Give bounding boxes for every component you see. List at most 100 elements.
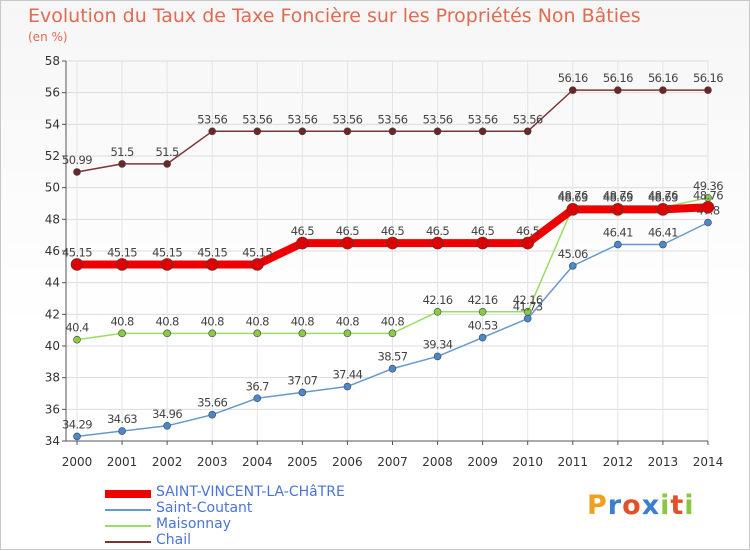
data-point-saint-coutant: [118, 427, 126, 435]
data-point-saint-vincent-la-ch-tre: [205, 258, 219, 271]
data-label-maisonnay: 48.76: [603, 188, 633, 202]
data-label-saint-vincent-la-ch-tre: 48.63: [648, 190, 678, 204]
x-tick-label: 2014: [693, 455, 724, 469]
data-point-saint-coutant: [704, 218, 712, 227]
data-point-saint-coutant: [163, 421, 171, 430]
data-label-saint-vincent-la-ch-tre: 48.63: [558, 190, 588, 204]
legend-label: SAINT-VINCENT-LA-CHâTRE: [156, 484, 345, 500]
data-label-maisonnay: 40.4: [65, 321, 88, 335]
data-label-saint-vincent-la-ch-tre: 45.15: [242, 245, 272, 259]
data-point-saint-coutant: [253, 394, 262, 403]
data-point-chail: [568, 86, 577, 94]
x-tick-label: 2002: [152, 455, 183, 469]
data-label-saint-coutant: 36.7: [246, 379, 269, 393]
data-label-chail: 53.56: [197, 112, 227, 126]
data-point-maisonnay: [208, 329, 217, 338]
data-point-saint-coutant: [73, 432, 81, 441]
data-label-maisonnay: 40.8: [201, 314, 224, 328]
data-label-saint-coutant: 38.57: [378, 350, 408, 364]
brand-letter: x: [641, 490, 661, 521]
y-tick-label: 44: [45, 276, 60, 290]
data-label-saint-coutant: 40.53: [468, 319, 498, 333]
data-point-saint-vincent-la-ch-tre: [341, 236, 354, 250]
data-label-saint-vincent-la-ch-tre: 46.5: [291, 224, 314, 238]
data-point-saint-vincent-la-ch-tre: [115, 258, 129, 271]
x-tick-label: 2000: [62, 455, 93, 469]
data-label-saint-vincent-la-ch-tre: 45.15: [197, 245, 227, 259]
data-point-chail: [614, 86, 622, 94]
data-point-chail: [163, 160, 171, 168]
y-tick-label: 34: [45, 434, 60, 448]
y-tick-label: 38: [45, 371, 60, 385]
data-point-chail: [208, 127, 217, 136]
data-label-saint-vincent-la-ch-tre: 48.76: [693, 188, 723, 202]
x-tick-label: 2003: [197, 455, 228, 469]
x-tick-label: 2005: [287, 455, 318, 469]
data-point-maisonnay: [163, 329, 171, 338]
data-point-maisonnay: [343, 329, 352, 338]
data-point-chail: [118, 160, 126, 168]
data-label-maisonnay: 42.16: [468, 293, 498, 307]
legend-swatch: [105, 509, 151, 511]
data-label-saint-coutant: 37.44: [332, 368, 362, 382]
data-label-saint-vincent-la-ch-tre: 46.5: [426, 224, 449, 238]
data-label-saint-vincent-la-ch-tre: 45.15: [62, 245, 92, 259]
data-point-maisonnay: [478, 307, 487, 316]
data-label-saint-coutant: 34.96: [152, 407, 182, 421]
data-label-maisonnay: 40.8: [110, 314, 133, 328]
data-label-chail: 56.16: [648, 71, 678, 85]
data-label-saint-coutant: 34.63: [107, 412, 137, 426]
data-point-saint-coutant: [568, 262, 577, 270]
data-point-saint-coutant: [523, 314, 532, 323]
legend-swatch: [105, 525, 151, 527]
y-tick-label: 54: [45, 117, 60, 131]
brand-letter: r: [607, 490, 623, 521]
data-point-chail: [253, 127, 262, 136]
data-point-saint-vincent-la-ch-tre: [566, 203, 580, 216]
x-tick-label: 2011: [557, 455, 588, 469]
data-point-chail: [73, 168, 81, 176]
data-point-saint-coutant: [614, 240, 622, 249]
data-label-chail: 51.5: [156, 145, 179, 159]
data-point-saint-coutant: [298, 388, 307, 397]
data-point-chail: [298, 127, 307, 136]
x-tick-label: 2007: [377, 455, 408, 469]
data-label-saint-coutant: 35.66: [197, 396, 227, 410]
x-tick-label: 2004: [242, 455, 273, 469]
data-point-saint-vincent-la-ch-tre: [611, 203, 625, 216]
data-point-saint-vincent-la-ch-tre: [386, 236, 399, 250]
data-label-chail: 53.56: [423, 112, 453, 126]
y-tick-label: 48: [45, 212, 60, 226]
data-label-saint-coutant: 37.07: [287, 373, 317, 387]
data-point-saint-vincent-la-ch-tre: [296, 236, 309, 250]
x-tick-label: 2009: [467, 455, 498, 469]
legend-label: Chail: [156, 532, 192, 548]
y-tick-label: 42: [45, 307, 60, 321]
data-label-maisonnay: 42.16: [513, 293, 543, 307]
data-point-saint-vincent-la-ch-tre: [431, 236, 444, 250]
data-label-saint-coutant: 46.41: [648, 226, 678, 240]
data-label-saint-coutant: 39.34: [423, 337, 453, 351]
data-label-chail: 56.16: [693, 71, 723, 85]
unit-label: (en %): [28, 30, 68, 44]
data-label-chail: 53.56: [513, 112, 543, 126]
data-label-saint-vincent-la-ch-tre: 45.15: [152, 245, 182, 259]
y-tick-label: 50: [45, 181, 60, 195]
data-point-saint-coutant: [388, 364, 397, 373]
data-label-maisonnay: 49.36: [693, 179, 723, 193]
data-point-chail: [659, 86, 667, 94]
x-tick-label: 2010: [512, 455, 543, 469]
data-point-saint-coutant: [478, 333, 487, 342]
data-label-saint-vincent-la-ch-tre: 48.63: [603, 190, 633, 204]
data-label-saint-vincent-la-ch-tre: 46.5: [471, 224, 494, 238]
brand-letter: i: [684, 490, 695, 521]
data-point-saint-vincent-la-ch-tre: [476, 236, 489, 250]
data-point-saint-vincent-la-ch-tre: [70, 258, 84, 271]
data-label-maisonnay: 40.8: [246, 314, 269, 328]
data-point-chail: [433, 127, 442, 136]
y-tick-label: 36: [45, 402, 60, 416]
y-tick-label: 46: [45, 244, 60, 258]
data-point-saint-vincent-la-ch-tre: [521, 236, 535, 250]
